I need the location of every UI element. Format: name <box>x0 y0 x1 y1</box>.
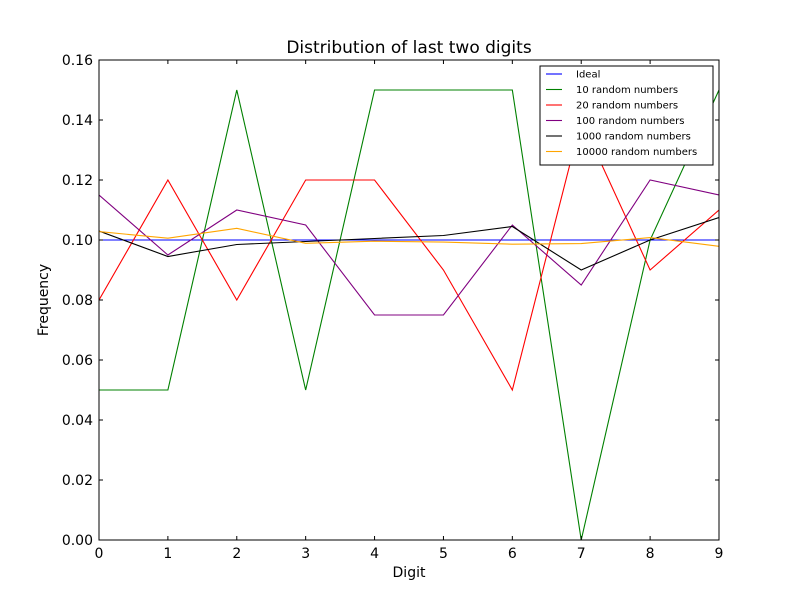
series-line-3 <box>99 179 719 316</box>
legend-entry-label: 100 random numbers <box>576 116 684 127</box>
y-tick-label: 0.00 <box>62 533 93 549</box>
y-tick-label: 0.10 <box>62 233 93 249</box>
y-tick-label: 0.06 <box>62 353 93 369</box>
y-tick-label: 0.04 <box>62 413 93 429</box>
series-lines <box>99 89 719 540</box>
legend-entry-label: 10 random numbers <box>576 85 678 96</box>
y-tick-label: 0.02 <box>62 473 93 489</box>
y-tick-label: 0.08 <box>62 293 93 309</box>
series-line-4 <box>99 216 719 271</box>
x-tick-label: 9 <box>715 546 724 562</box>
chart-title: Distribution of last two digits <box>286 38 532 58</box>
legend-entry-label: 10000 random numbers <box>576 147 697 158</box>
legend-entry-label: 20 random numbers <box>576 101 678 112</box>
series-line-5 <box>99 227 719 247</box>
x-tick-label: 0 <box>95 546 104 562</box>
legend: Ideal 10 random numbers 20 random numbers 1… <box>539 65 714 166</box>
y-tick-label: 0.14 <box>62 113 93 129</box>
y-tick-label: 0.12 <box>62 173 93 189</box>
x-tick-label: 3 <box>301 546 310 562</box>
legend-entry-label: Ideal <box>576 70 600 81</box>
x-axis-title: Digit <box>393 565 426 581</box>
x-tick-label: 8 <box>646 546 655 562</box>
x-tick-label: 5 <box>439 546 448 562</box>
x-tick-label: 1 <box>163 546 172 562</box>
y-tick-label: 0.16 <box>62 53 93 69</box>
legend-box <box>539 65 714 166</box>
y-axis-title: Frequency <box>36 264 52 336</box>
legend-entry-label: 1000 random numbers <box>576 132 691 143</box>
x-tick-label: 4 <box>370 546 379 562</box>
x-tick-label: 7 <box>577 546 586 562</box>
series-line-2 <box>99 118 719 392</box>
x-tick-label: 6 <box>508 546 517 562</box>
axis-ticks: 0 1 2 3 4 5 6 7 8 9 0.00 0.02 0.04 0.06 0.08 0.10 0.12 0.… <box>62 53 724 562</box>
x-tick-label: 2 <box>232 546 241 562</box>
